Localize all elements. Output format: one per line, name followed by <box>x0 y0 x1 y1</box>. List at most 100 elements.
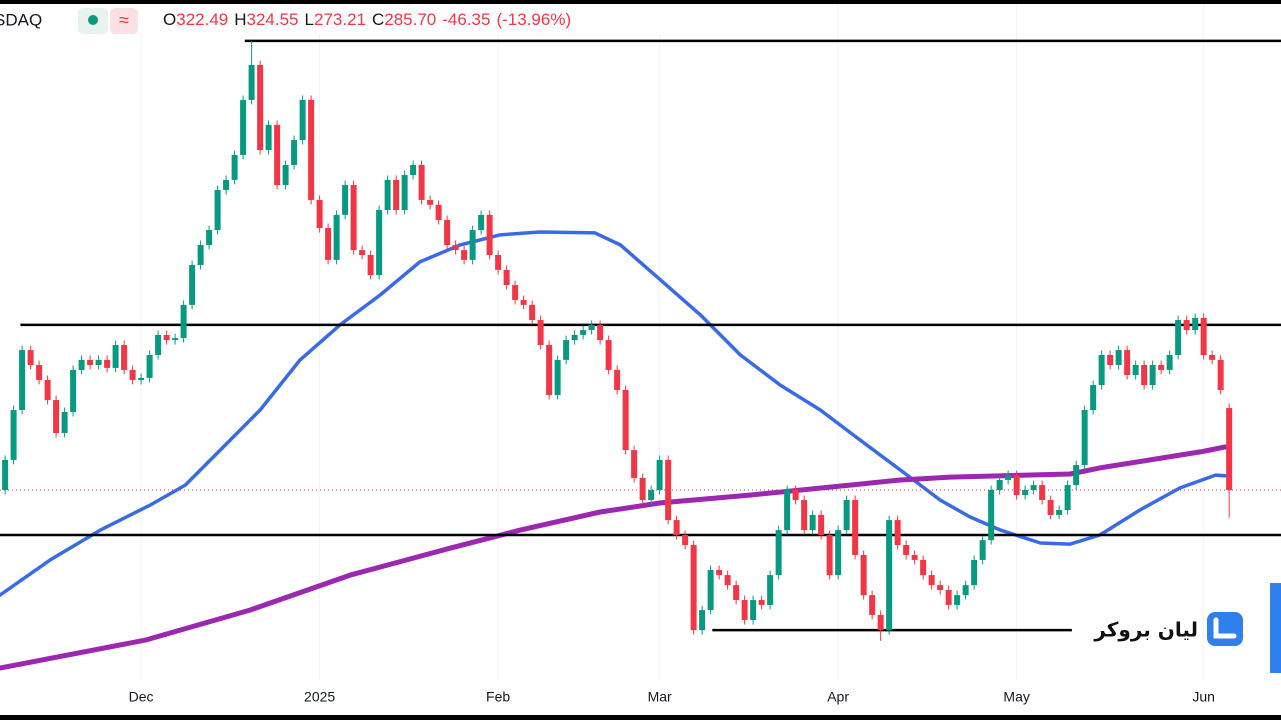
candle-body <box>172 338 179 341</box>
candle-body <box>10 410 17 460</box>
candle-body <box>206 230 213 245</box>
candle-body <box>19 350 26 411</box>
candle-body <box>146 355 153 378</box>
candle-body <box>1073 465 1080 486</box>
candle-body <box>138 377 145 380</box>
candle-body <box>427 199 434 205</box>
candle-body <box>563 340 570 360</box>
symbol: SDAQ <box>0 10 42 29</box>
candle-body <box>2 459 9 490</box>
candle-body <box>469 230 476 260</box>
x-tick-label: Feb <box>486 689 510 705</box>
candle-body <box>1217 359 1224 390</box>
candle-body <box>733 585 740 601</box>
candle-body <box>639 477 646 501</box>
candle-body <box>1200 318 1207 355</box>
candle-body <box>886 520 893 631</box>
candle-body <box>716 569 723 576</box>
candle-body <box>401 175 408 210</box>
candle-body <box>1209 355 1216 360</box>
candle-body <box>852 500 859 556</box>
ohlc-key: O <box>163 10 176 29</box>
candle-body <box>945 590 952 605</box>
candle-body <box>435 204 442 221</box>
candle-body <box>129 369 136 380</box>
top-border <box>0 0 1281 4</box>
candle-body <box>452 244 459 251</box>
candle-body <box>1090 385 1097 411</box>
candle-body <box>44 379 51 400</box>
candle-body <box>826 534 833 576</box>
candle-body <box>1115 350 1122 366</box>
candle-body <box>758 600 765 605</box>
x-tick-label: Jun <box>1192 689 1215 705</box>
candle-body <box>384 179 391 210</box>
candle-body <box>605 340 612 370</box>
candle-body <box>707 569 714 611</box>
candle-body <box>231 154 238 180</box>
candle-body <box>342 185 349 215</box>
candle-body <box>996 479 1003 490</box>
candle-body <box>70 369 77 413</box>
candle-body <box>750 600 757 621</box>
x-tick-label: Apr <box>827 689 849 705</box>
candle-body <box>512 285 519 300</box>
ohlc-value: 324.55 <box>247 10 299 29</box>
wave-icon: ≈ <box>119 10 129 30</box>
candle-body <box>223 179 230 190</box>
candle-body <box>333 214 340 260</box>
candle-body <box>112 344 119 368</box>
candle-body <box>1183 320 1190 331</box>
candle-body <box>1175 320 1182 355</box>
side-tab <box>1270 583 1281 673</box>
candle-body <box>597 324 604 341</box>
watermark: لیان بروکر <box>1093 618 1198 642</box>
candle-body <box>1158 365 1165 370</box>
candle-body <box>877 614 884 631</box>
candle-body <box>61 412 68 433</box>
candle-body <box>801 500 808 531</box>
candle-body <box>197 244 204 266</box>
candle-body <box>78 359 85 370</box>
candle-body <box>631 450 638 478</box>
candle-body <box>189 265 196 305</box>
candle-body <box>920 559 927 576</box>
candle-body <box>656 459 663 490</box>
candle-body <box>784 489 791 531</box>
moving-average <box>0 444 1228 671</box>
candle-body <box>588 324 595 331</box>
ohlc-value: 273.21 <box>314 10 366 29</box>
candle-body <box>87 359 94 366</box>
candle-body <box>104 359 111 368</box>
change-pct: (-13.96%) <box>496 10 571 29</box>
wave-badge <box>110 8 138 34</box>
candle-body <box>1107 355 1114 366</box>
candle-body <box>614 369 621 390</box>
candle-body <box>954 595 961 605</box>
candle-body <box>1064 485 1071 511</box>
candle-body <box>792 489 799 501</box>
candle-body <box>444 220 451 245</box>
candle-body <box>809 514 816 531</box>
candle-body <box>163 334 170 341</box>
candle-body <box>155 334 162 355</box>
candle-body <box>843 500 850 531</box>
moving-average <box>0 230 1231 597</box>
candle-body <box>520 299 527 305</box>
candle-body <box>282 164 289 186</box>
candle-body <box>316 199 323 229</box>
candle-body <box>580 330 587 335</box>
candle-body <box>299 99 306 141</box>
candle-body <box>571 334 578 341</box>
candle-body <box>495 254 502 270</box>
candle-body <box>1098 355 1105 386</box>
candle-body <box>248 64 255 100</box>
candle-body <box>767 575 774 605</box>
candle-body <box>894 520 901 546</box>
candle-body <box>665 459 672 521</box>
ohlc-key: H <box>234 10 246 29</box>
candle-body <box>376 209 383 276</box>
candle-body <box>486 214 493 255</box>
candle-body <box>979 540 986 560</box>
